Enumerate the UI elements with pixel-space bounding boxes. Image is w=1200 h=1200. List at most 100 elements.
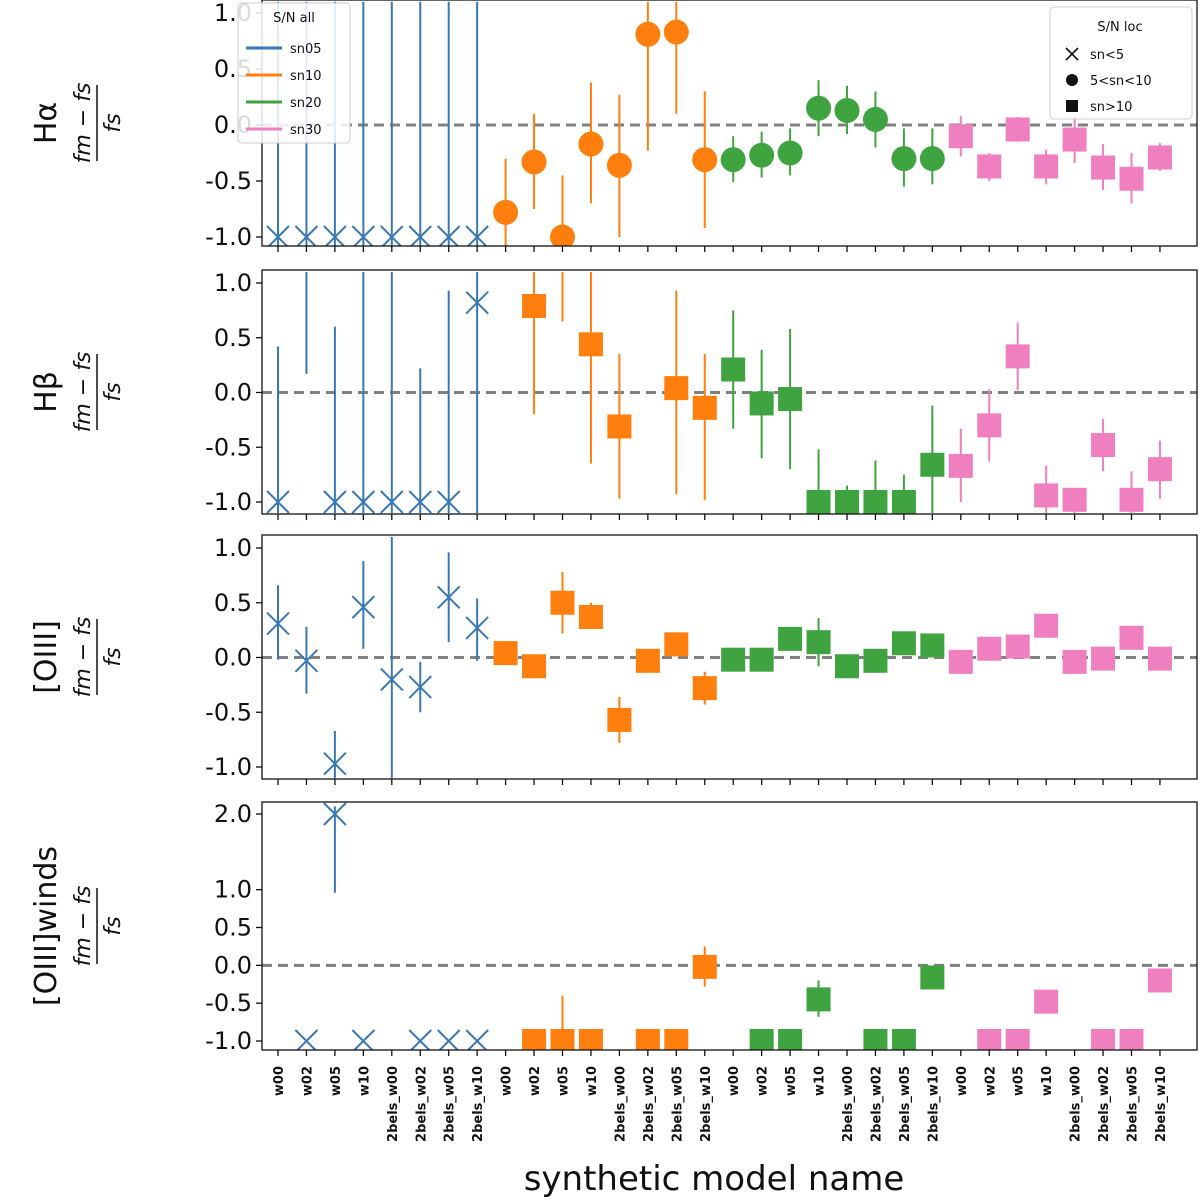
marker-circle: [891, 146, 917, 172]
marker-square: [1005, 344, 1030, 369]
marker-square: [692, 395, 717, 420]
marker-x: [323, 225, 347, 246]
marker-x-stroke: [296, 1029, 319, 1050]
x-tick-label: 2bels_w02: [869, 1066, 884, 1142]
marker-x-stroke: [466, 225, 489, 246]
marker-square: [1005, 634, 1030, 659]
marker-square: [1147, 646, 1172, 671]
y-label-numerator: fm − fs: [71, 617, 96, 698]
x-tick-label: w02: [528, 1066, 543, 1096]
marker-square: [721, 647, 746, 672]
marker-circle: [862, 106, 888, 132]
marker-square: [692, 676, 717, 701]
legend-label: 5<sn<10: [1090, 74, 1152, 89]
marker-x: [351, 595, 376, 619]
marker-square: [778, 1029, 803, 1050]
y-tick-label: 0.0: [214, 379, 252, 407]
marker-circle: [749, 142, 775, 168]
y-label-name: [OIII]: [29, 620, 64, 694]
marker-square: [920, 633, 945, 658]
marker-circle: [550, 224, 575, 246]
marker-x-stroke: [465, 291, 489, 315]
y-tick-label: 1.0: [214, 876, 252, 904]
axes-frame: [261, 801, 1198, 1051]
marker-square: [1034, 483, 1059, 508]
marker-x-stroke: [352, 1029, 376, 1050]
marker-x: [266, 490, 290, 514]
x-tick-label: 2bels_w05: [1126, 1066, 1141, 1142]
x-tick-label: 2bels_w05: [670, 1066, 685, 1142]
y-tick-label: -0.5: [205, 698, 252, 726]
marker-square: [891, 490, 916, 514]
x-tick-label: w10: [813, 1066, 828, 1096]
x-tick-label: 2bels_w05: [898, 1066, 913, 1142]
marker-square: [749, 1029, 774, 1050]
legend-label: sn<5: [1090, 48, 1124, 63]
marker-x-stroke: [266, 490, 290, 514]
marker-x-stroke: [436, 490, 461, 514]
marker-x: [408, 675, 432, 699]
y-tick-label: -1.0: [205, 753, 252, 781]
marker-square: [635, 648, 660, 673]
x-tick-label: 2bels_w05: [443, 1066, 458, 1142]
marker-x: [294, 225, 319, 246]
marker-square: [664, 1029, 689, 1050]
marker-square: [1062, 487, 1087, 512]
marker-circle: [663, 19, 689, 45]
marker-square: [1147, 968, 1172, 993]
marker-square: [977, 1029, 1002, 1050]
x-tick-label: w05: [1012, 1066, 1027, 1096]
y-tick-label: 2.0: [214, 800, 252, 828]
y-tick-label: 1.0: [214, 534, 252, 562]
x-tick-label: w00: [500, 1066, 515, 1096]
y-tick-label: 0.0: [214, 644, 252, 672]
x-tick-label: 2bels_w00: [386, 1066, 401, 1142]
marker-x: [266, 611, 290, 636]
marker-x: [266, 225, 290, 246]
marker-square: [920, 965, 945, 990]
plot-area: [266, 1, 1172, 246]
marker-circle: [720, 147, 746, 173]
legend-sn-loc: S/N loc sn<5 5<sn<10 sn>10: [1049, 6, 1193, 120]
marker-square: [522, 1029, 547, 1050]
y-label-name: Hβ: [29, 371, 64, 413]
marker-square: [607, 414, 632, 439]
marker-square: [1034, 613, 1059, 638]
y-label-denominator: fs: [101, 382, 126, 401]
y-tick-label: -0.5: [205, 433, 252, 461]
marker-square: [806, 987, 831, 1012]
marker-x-stroke: [408, 675, 432, 699]
marker-square: [977, 413, 1002, 438]
x-tick-label: w10: [357, 1066, 372, 1096]
y-tick-label: -1.0: [205, 223, 252, 251]
marker-square: [749, 391, 774, 416]
marker-square: [578, 332, 603, 357]
x-tick-label: w05: [557, 1066, 572, 1096]
plot-area: [266, 537, 1172, 778]
marker-square: [1062, 649, 1087, 674]
legend-marker-square: [1066, 100, 1078, 112]
marker-x: [380, 225, 404, 246]
y-axis-label: [OIII] fm − fs fs: [29, 617, 126, 698]
marker-square: [778, 387, 803, 412]
marker-square: [863, 490, 888, 514]
marker-square: [607, 707, 632, 732]
marker-square: [778, 626, 803, 651]
x-tick-label: w02: [756, 1066, 771, 1096]
x-tick-label: 2bels_w10: [926, 1066, 941, 1142]
marker-x: [408, 1029, 432, 1050]
marker-x-stroke: [324, 225, 347, 246]
marker-square: [920, 452, 945, 477]
marker-square: [1119, 625, 1144, 650]
marker-square: [1062, 127, 1087, 152]
marker-x: [408, 225, 432, 246]
marker-x: [323, 490, 347, 514]
marker-square: [635, 1029, 660, 1050]
marker-square: [1119, 1029, 1144, 1050]
y-label-denominator: fs: [101, 647, 126, 666]
x-tick-label: 2bels_w10: [471, 1066, 486, 1142]
marker-x: [436, 225, 461, 246]
legend-label: sn05: [290, 42, 322, 57]
legend-label: sn30: [290, 123, 322, 138]
marker-square: [1119, 166, 1144, 191]
